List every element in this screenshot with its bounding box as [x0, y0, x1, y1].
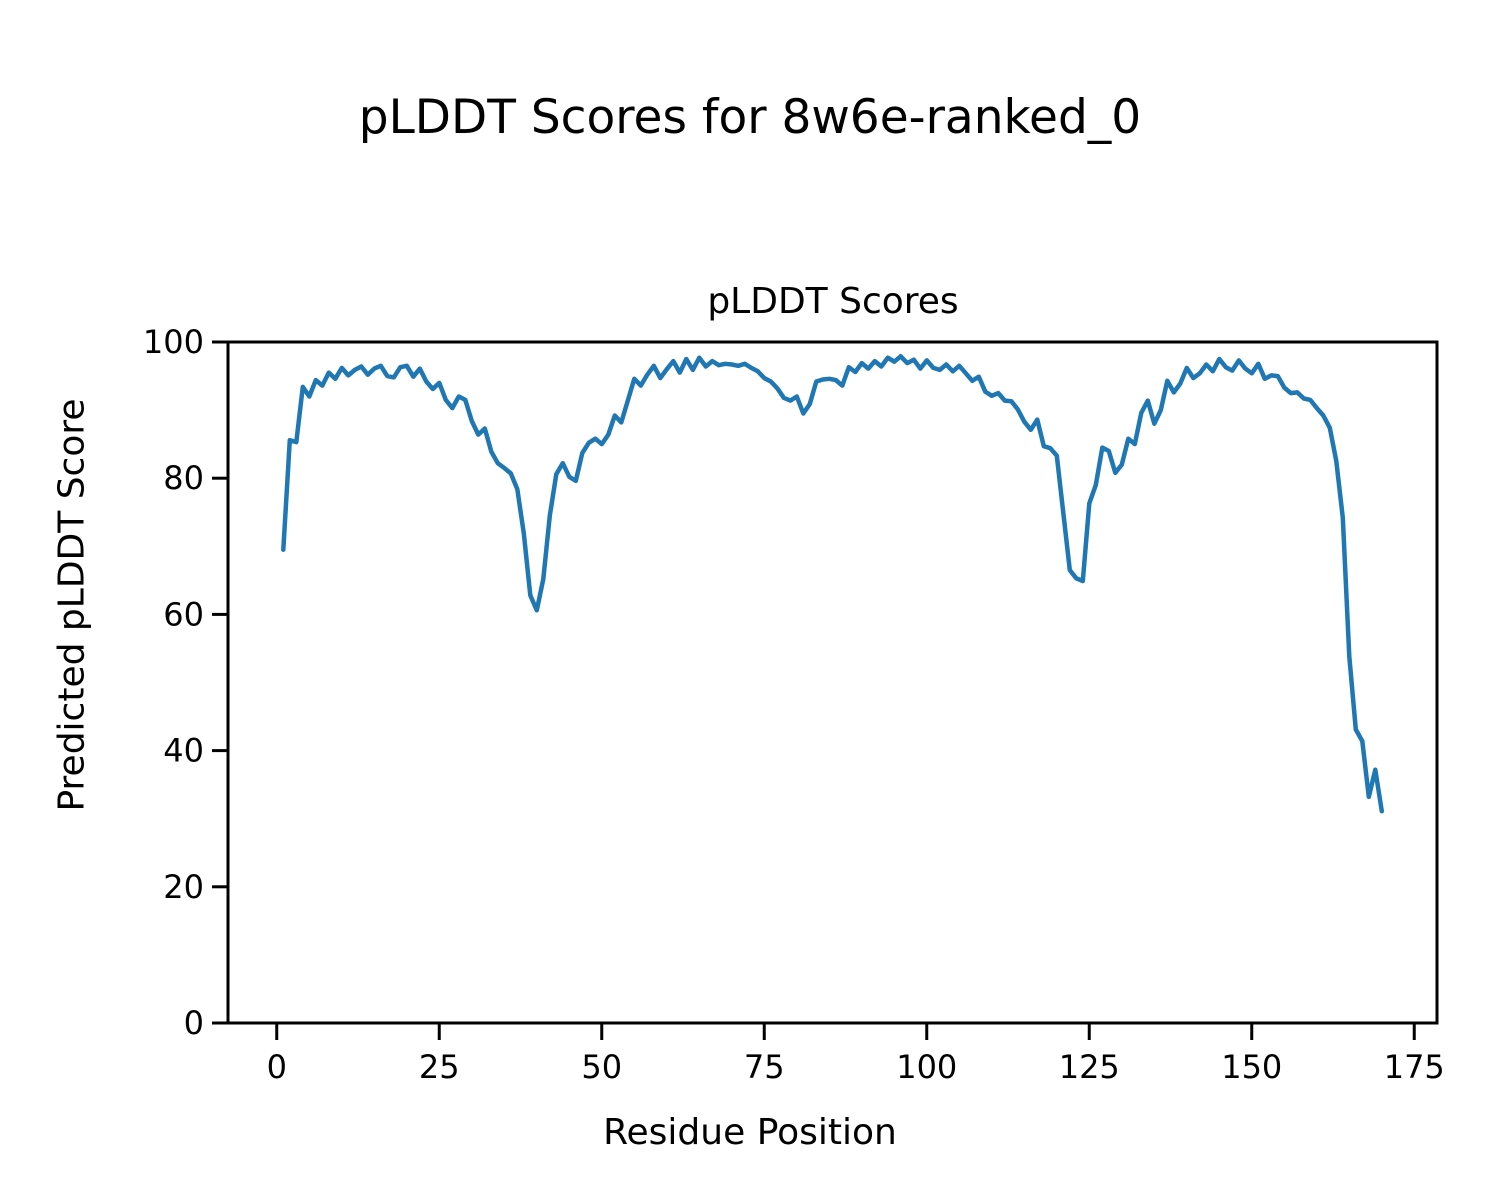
- x-tick-label: 50: [581, 1048, 622, 1086]
- chart-title: pLDDT Scores: [707, 281, 959, 322]
- figure-title: pLDDT Scores for 8w6e-ranked_0: [358, 90, 1142, 145]
- y-tick-label: 60: [163, 595, 204, 633]
- y-tick-label: 80: [163, 459, 204, 497]
- plot-border: [226, 340, 1439, 1025]
- x-tick-label: 100: [896, 1048, 957, 1086]
- x-tick-label: 175: [1384, 1048, 1445, 1086]
- y-axis-label: Predicted pLDDT Score: [51, 398, 93, 812]
- y-tick-label: 0: [184, 1004, 204, 1042]
- y-tick-label: 40: [163, 732, 204, 770]
- x-tick-label: 25: [419, 1048, 460, 1086]
- y-tick-label: 20: [163, 868, 204, 906]
- plddt-line: [281, 354, 1385, 814]
- x-tick-label: 150: [1221, 1048, 1282, 1086]
- x-axis-label: Residue Position: [603, 1112, 897, 1153]
- y-tick-label: 100: [143, 323, 204, 361]
- x-tick-label: 75: [744, 1048, 785, 1086]
- x-tick-label: 0: [267, 1048, 287, 1086]
- x-tick-label: 125: [1059, 1048, 1120, 1086]
